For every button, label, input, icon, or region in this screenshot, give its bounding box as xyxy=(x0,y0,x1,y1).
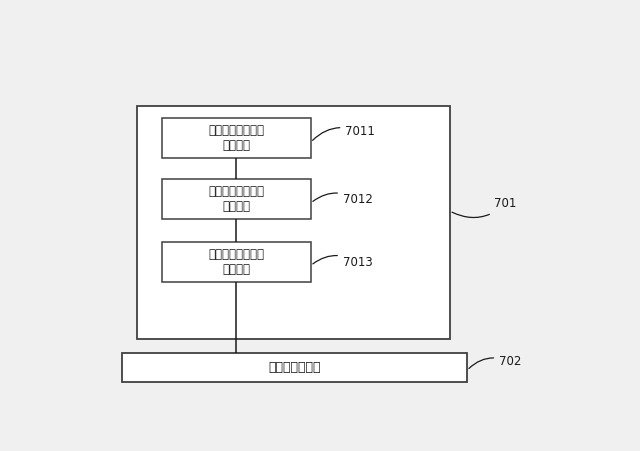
Bar xyxy=(162,179,310,219)
Text: 7013: 7013 xyxy=(313,256,372,269)
Bar xyxy=(162,242,310,281)
Text: 7011: 7011 xyxy=(312,125,375,140)
Text: 702: 702 xyxy=(469,355,522,368)
Text: 第１の取得サブモ
ジュール: 第１の取得サブモ ジュール xyxy=(208,185,264,213)
Text: 701: 701 xyxy=(452,198,516,217)
Text: 第２の取得サブモ
ジュール: 第２の取得サブモ ジュール xyxy=(208,248,264,276)
Text: 制御モジュール: 制御モジュール xyxy=(268,361,321,374)
Bar xyxy=(162,118,310,158)
Text: 第１の検知サブモ
ジュール: 第１の検知サブモ ジュール xyxy=(208,124,264,152)
Bar xyxy=(122,353,467,382)
Text: 7012: 7012 xyxy=(313,193,372,206)
Bar xyxy=(137,106,449,339)
